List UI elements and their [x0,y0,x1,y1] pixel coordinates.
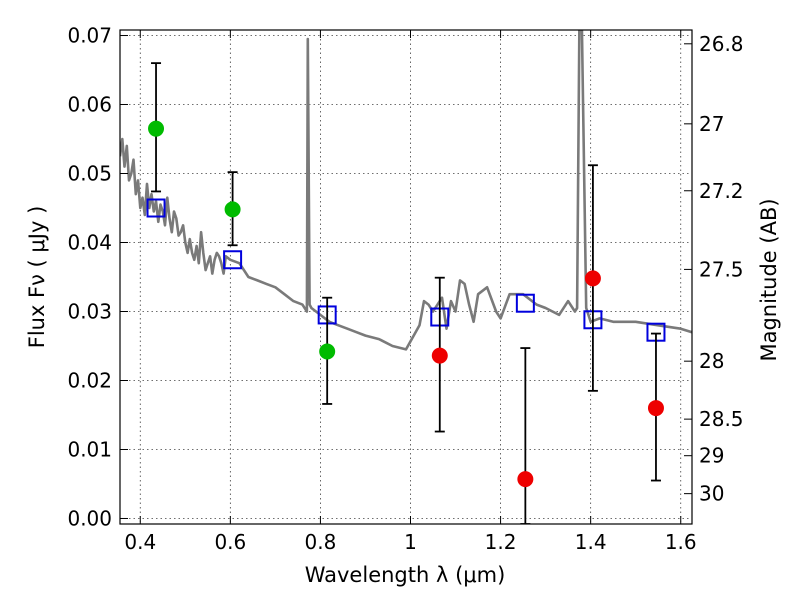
y2-tick-label: 26.8 [699,32,744,56]
y2-tick-label: 29 [699,444,724,468]
y2-tick-label: 27.2 [699,179,744,203]
x-tick-label: 1.4 [575,530,607,554]
non-detection-point [517,471,534,488]
x-tick-label: 1.2 [485,530,517,554]
plot-frame [119,29,693,525]
model-photometry-square [515,293,535,313]
axes: 0.4 0.6 0.8 1 1.2 1.4 1.6 0.00 0.01 0.02 0.03 0.04 0… [67,24,743,554]
x-tick-label: 0.4 [124,530,156,554]
y2-tick-label: 28.5 [699,407,744,431]
y-axis-label: Flux Fν ( μJy ) [25,206,49,349]
y-tick-label: 0.03 [67,299,112,323]
y-tick-label: 0.05 [67,162,112,186]
y2-axis-label: Magnitude (AB) [757,198,781,361]
non-detection-point [584,270,601,287]
y2-tick-label: 27 [699,112,724,136]
x-tick-label: 1.6 [665,530,697,554]
detection-point [148,120,165,137]
x-tick-label: 0.8 [305,530,337,554]
detection-point [224,201,241,218]
y2-tick-label: 30 [699,482,724,506]
non-detection-point [647,400,664,417]
x-axis-label: Wavelength λ (μm) [305,563,506,587]
y-tick-label: 0.07 [67,24,112,48]
x-tick-label: 1 [404,530,417,554]
detection-point [319,343,336,360]
y-tick-label: 0.04 [67,231,112,255]
y-tick-label: 0.00 [67,506,112,530]
y-tick-label: 0.02 [67,368,112,392]
y-tick-label: 0.01 [67,437,112,461]
grid [120,30,692,524]
model-photometry-square [146,198,166,218]
model-photometry-square [223,250,243,270]
plot-data [120,30,692,524]
non-detection-point [431,347,448,364]
x-tick-label: 0.6 [214,530,246,554]
y2-tick-label: 27.5 [699,257,744,281]
y-tick-label: 0.06 [67,93,112,117]
y2-tick-label: 28 [699,349,724,373]
